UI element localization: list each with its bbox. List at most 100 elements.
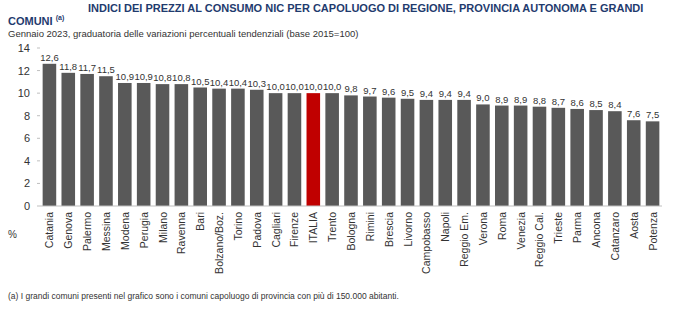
y-tick	[37, 183, 40, 184]
bar	[137, 83, 151, 206]
x-tick-label: Reggio Cal.	[533, 212, 545, 267]
x-tick-label: Perugia	[138, 212, 150, 248]
bar	[438, 100, 452, 206]
x-tick-label: Bologna	[345, 212, 357, 251]
y-tick-label: 14	[18, 42, 30, 54]
title-note: (a)	[56, 14, 65, 21]
data-label: 10,9	[134, 71, 153, 82]
bar	[118, 83, 132, 206]
data-label: 10,9	[116, 71, 135, 82]
bar	[231, 89, 245, 206]
data-label: 8,4	[608, 99, 621, 110]
data-label: 9,8	[344, 83, 357, 94]
bar	[269, 93, 283, 206]
y-tick	[37, 206, 40, 207]
bar	[401, 99, 415, 206]
data-label: 12,6	[40, 52, 59, 63]
data-label: 10,4	[229, 77, 248, 88]
bar	[533, 107, 547, 206]
x-tick-label: Ancona	[590, 212, 602, 248]
title-text: INDICI DEI PREZZI AL CONSUMO NIC PER CAP…	[8, 2, 643, 27]
data-label: 8,5	[589, 98, 602, 109]
x-tick-label: Cagliari	[270, 212, 282, 248]
y-axis-label: %	[8, 229, 17, 240]
x-tick-label: Brescia	[383, 212, 395, 247]
y-tick	[37, 160, 40, 161]
y-tick-label: 8	[24, 110, 30, 122]
x-tick-label: Bolzano/Boz.	[213, 212, 225, 274]
x-tick-label: Genova	[62, 212, 74, 249]
data-label: 11,8	[59, 61, 77, 72]
x-tick-label: Campobasso	[420, 212, 432, 274]
data-label: 10,8	[153, 72, 172, 83]
x-tick-label: ITALIA	[307, 212, 319, 243]
bar	[457, 100, 471, 206]
bar	[250, 90, 264, 206]
y-tick	[37, 115, 40, 116]
x-tick-label: Catanzaro	[609, 212, 621, 261]
x-tick-label: Ravenna	[175, 212, 187, 254]
bars	[43, 64, 660, 206]
y-tick-label: 12	[18, 65, 30, 77]
bar	[193, 88, 207, 207]
x-tick-label: Padova	[251, 212, 263, 248]
data-label: 9,0	[476, 92, 489, 103]
bar	[99, 76, 113, 206]
data-label: 7,6	[627, 108, 640, 119]
x-tick-label: Modena	[119, 212, 131, 250]
x-tick-label: Napoli	[439, 212, 451, 242]
title: INDICI DEI PREZZI AL CONSUMO NIC PER CAP…	[8, 2, 670, 28]
x-tick-label: Verona	[477, 212, 489, 245]
data-label: 11,7	[78, 62, 96, 73]
bar	[156, 84, 170, 206]
y-tick-label: 10	[18, 87, 30, 99]
x-tick-label: Potenza	[647, 212, 659, 251]
x-tick-label: Venezia	[515, 212, 527, 250]
data-label: 9,7	[363, 85, 376, 96]
bar	[646, 121, 660, 206]
y-tick-label: 6	[24, 132, 30, 144]
bar	[552, 108, 566, 206]
subtitle: Gennaio 2023, graduatoria delle variazio…	[8, 28, 358, 39]
x-tick-label: Trieste	[552, 212, 564, 244]
data-label: 9,4	[439, 88, 452, 99]
y-tick	[37, 93, 40, 94]
x-tick-label: Parma	[571, 212, 583, 243]
bar	[589, 110, 603, 206]
data-label: 8,7	[552, 96, 565, 107]
x-tick-label: Rimini	[364, 212, 376, 241]
y-tick	[37, 48, 40, 49]
bar	[344, 95, 358, 206]
x-tick-label: Reggio Em.	[458, 212, 470, 267]
data-label: 8,8	[533, 95, 546, 106]
bar	[307, 93, 321, 206]
data-label: 10,8	[172, 72, 191, 83]
data-label: 8,9	[495, 94, 508, 105]
bar	[212, 89, 226, 206]
y-tick	[37, 138, 40, 139]
x-tick-label: Livorno	[402, 212, 414, 247]
bar	[627, 120, 641, 206]
bar	[476, 104, 490, 206]
data-label: 8,9	[514, 94, 527, 105]
data-label: 9,5	[401, 87, 414, 98]
data-label: 7,5	[646, 109, 659, 120]
data-label: 10,0	[304, 81, 323, 92]
data-label: 11,5	[97, 64, 115, 75]
bar	[608, 111, 622, 206]
bar	[43, 64, 57, 206]
data-label: 10,5	[191, 76, 210, 87]
x-tick-label: Trento	[326, 212, 338, 242]
data-label: 9,4	[457, 88, 470, 99]
bar	[514, 106, 528, 206]
bar	[325, 93, 339, 206]
bar	[363, 97, 377, 206]
data-label: 9,4	[420, 88, 433, 99]
data-label: 10,0	[323, 81, 342, 92]
bar	[495, 106, 509, 206]
x-tick-label: Catania	[43, 212, 55, 248]
y-tick	[37, 70, 40, 71]
bar	[420, 100, 434, 206]
x-tick-label: Torino	[232, 212, 244, 241]
x-tick-label: Aosta	[628, 212, 640, 239]
